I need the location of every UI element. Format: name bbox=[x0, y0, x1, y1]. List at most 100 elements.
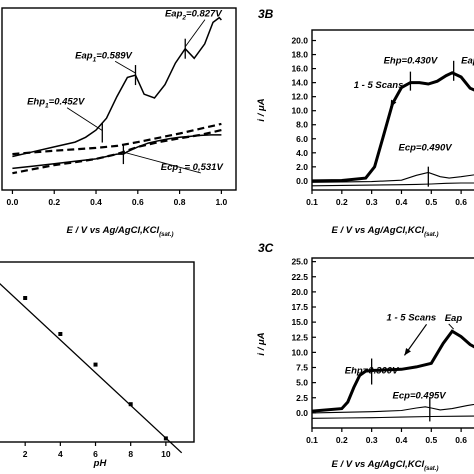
annotation-subscript: 1 bbox=[45, 103, 49, 110]
cv-series-dashed-forward bbox=[12, 122, 222, 156]
y-tick-label: 18.0 bbox=[291, 50, 308, 60]
y-tick-label: 8.0 bbox=[296, 120, 308, 130]
x-axis-label: E / V vs Ag/AgCl,KCl(sat.) bbox=[67, 225, 174, 238]
panel-3b-frame bbox=[311, 29, 474, 191]
y-tick-label: 17.5 bbox=[291, 302, 308, 312]
x-tick-label: 0.6 bbox=[132, 197, 144, 207]
eap-leader bbox=[448, 323, 455, 330]
voltammogram-thin-forward bbox=[311, 171, 474, 183]
annotation-leader bbox=[123, 151, 201, 174]
x-tick-label: 0.6 bbox=[455, 435, 467, 445]
scans-annotation: 1 - 5 Scans bbox=[354, 80, 404, 91]
annotation-main: Ehp bbox=[27, 97, 45, 108]
x-tick-label: 0.0 bbox=[7, 197, 19, 207]
x-tick-label: 0.1 bbox=[306, 197, 318, 207]
annotation-subscript: 1 bbox=[178, 168, 182, 175]
voltammogram-thick-forward bbox=[311, 329, 474, 413]
annotation-main: Eap bbox=[75, 50, 93, 61]
annotation-value: =0.452V bbox=[49, 97, 85, 108]
ecp-annotation: Ecp=0.490V bbox=[398, 143, 452, 154]
data-point bbox=[128, 402, 133, 407]
panel-a-frame bbox=[1, 7, 237, 191]
data-point bbox=[23, 296, 28, 300]
x-tick-label: 8 bbox=[128, 449, 133, 459]
ecp-annotation: Ecp=0.495V bbox=[393, 390, 447, 401]
voltammogram-thick-forward bbox=[311, 71, 474, 183]
y-axis-label: i / μA bbox=[256, 98, 267, 121]
x-tick-label: 0.6 bbox=[455, 197, 467, 207]
panel-3c-label: 3C bbox=[258, 241, 274, 255]
panel-3c-voltammogram: 3C 0.1 0.2 0.3 0.4 0.5 0.6 0.0 2.5 5.0 7.5 10.0 12.… bbox=[256, 241, 474, 472]
y-axis-label: i / μA bbox=[256, 332, 267, 355]
peak-annotation: Ehp1=0.452V bbox=[27, 97, 85, 110]
scans-arrow-head bbox=[390, 99, 397, 108]
y-tick-label: 4.0 bbox=[296, 148, 308, 158]
y-tick-label: 12.0 bbox=[291, 92, 308, 102]
x-tick-label: 0.4 bbox=[396, 197, 408, 207]
panel-ph-dependence: 2 4 6 8 10 pH bbox=[0, 261, 195, 469]
x-tick-label: 0.5 bbox=[425, 435, 437, 445]
panel-3b-label: 3B bbox=[258, 7, 274, 21]
x-axis-label-subscript: (sat.) bbox=[159, 232, 173, 238]
data-point bbox=[93, 362, 98, 367]
y-tick-label: 20.0 bbox=[291, 36, 308, 46]
x-tick-label: 0.2 bbox=[48, 197, 60, 207]
y-tick-label: 25.0 bbox=[291, 257, 308, 267]
y-tick-label: 5.0 bbox=[296, 378, 308, 388]
y-tick-label: 7.5 bbox=[296, 363, 308, 373]
y-tick-label: 6.0 bbox=[296, 134, 308, 144]
scans-arrow-head bbox=[404, 347, 411, 356]
x-axis-label-subscript: (sat.) bbox=[424, 232, 438, 238]
peak-annotation: Eap2=0.827V bbox=[165, 9, 222, 22]
eap-annotation: Eap bbox=[461, 56, 474, 67]
panel-ph-frame bbox=[0, 261, 195, 443]
linear-fit-line bbox=[0, 283, 183, 454]
y-tick-label: 15.0 bbox=[291, 317, 308, 327]
cv-series-solid-forward bbox=[12, 16, 222, 158]
y-tick-label: 16.0 bbox=[291, 64, 308, 74]
y-tick-label: 20.0 bbox=[291, 287, 308, 297]
annotation-value: =0.589V bbox=[96, 50, 132, 61]
voltammogram-thin-forward bbox=[311, 403, 474, 414]
cv-series-dashed-reverse bbox=[12, 129, 222, 175]
x-tick-label: 0.3 bbox=[366, 435, 378, 445]
y-tick-label: 12.5 bbox=[291, 332, 308, 342]
annotation-leader bbox=[114, 60, 136, 74]
x-axis-label: pH bbox=[93, 458, 108, 469]
peak-annotation: Ecp1 = 0,531V bbox=[161, 162, 224, 175]
annotation-main: Eap bbox=[165, 9, 183, 20]
panel-a-cyclic-voltammogram: 0.0 0.2 0.4 0.6 0.8 1.0 E / V vs Ag/AgCl,KCl(s… bbox=[1, 7, 237, 238]
annotation-leader bbox=[184, 19, 206, 47]
annotation-leader bbox=[66, 107, 103, 131]
y-tick-label: 10.0 bbox=[291, 347, 308, 357]
x-tick-label: 2 bbox=[23, 449, 28, 459]
x-tick-label: 0.4 bbox=[90, 197, 102, 207]
annotation-main: Ecp bbox=[161, 162, 179, 173]
x-axis-label: E / V vs Ag/AgCl,KCl(sat.) bbox=[332, 225, 439, 238]
annotation-subscript: 2 bbox=[181, 15, 186, 22]
x-axis-label-subscript: (sat.) bbox=[424, 466, 438, 472]
x-tick-label: 4 bbox=[58, 449, 63, 459]
panel-3c-frame bbox=[311, 257, 474, 429]
x-tick-label: 0.1 bbox=[306, 435, 318, 445]
x-tick-label: 0.4 bbox=[396, 435, 408, 445]
peak-annotation: Eap1=0.589V bbox=[75, 50, 132, 63]
x-tick-label: 6 bbox=[93, 449, 98, 459]
x-axis-label: E / V vs Ag/AgCl,KCl(sat.) bbox=[332, 459, 439, 472]
y-tick-label: 14.0 bbox=[291, 78, 308, 88]
x-tick-label: 1.0 bbox=[215, 197, 227, 207]
x-tick-label: 0.8 bbox=[174, 197, 186, 207]
annotation-value: = 0,531V bbox=[182, 162, 224, 173]
x-tick-label: 0.2 bbox=[336, 435, 348, 445]
y-tick-label: 0.0 bbox=[296, 176, 308, 186]
y-tick-label: 22.5 bbox=[291, 272, 308, 282]
eap-annotation: Eap bbox=[445, 313, 463, 324]
annotation-value: =0.827V bbox=[186, 9, 222, 20]
annotation-subscript: 1 bbox=[93, 56, 97, 63]
ehp-annotation: Ehp=0.430V bbox=[384, 56, 438, 67]
x-axis-label-text: E / V vs Ag/AgCl,KCl bbox=[332, 225, 425, 236]
x-axis-label-text: E / V vs Ag/AgCl,KCl bbox=[67, 225, 160, 236]
x-tick-label: 0.2 bbox=[336, 197, 348, 207]
y-tick-label: 2.0 bbox=[296, 162, 308, 172]
